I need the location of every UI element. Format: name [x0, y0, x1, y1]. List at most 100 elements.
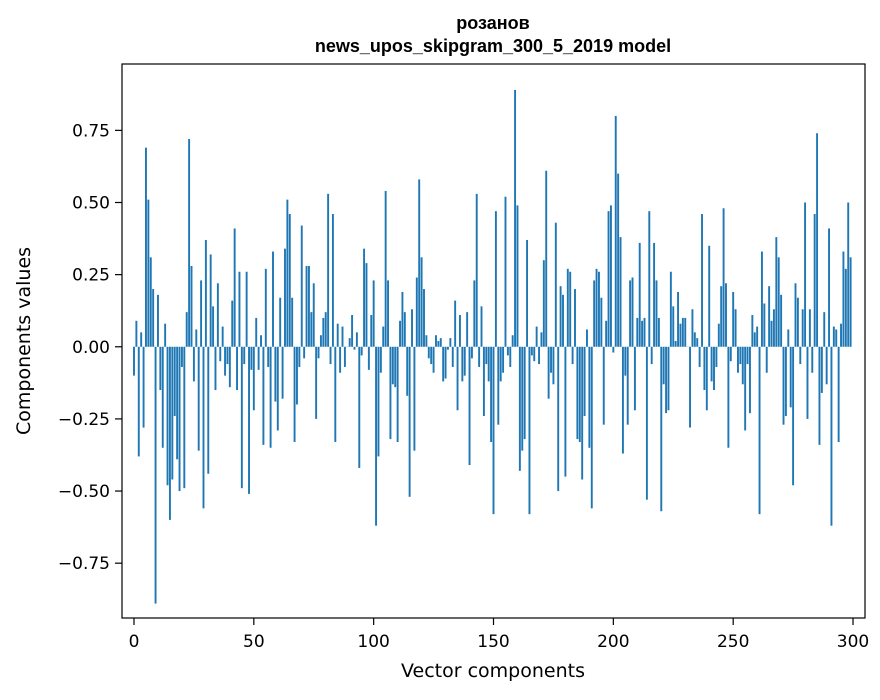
bar-component-38	[224, 347, 226, 376]
bar-component-23	[188, 139, 190, 347]
bar-component-201	[615, 116, 617, 347]
bar-component-265	[768, 286, 770, 347]
y-tick-label: 0.75	[72, 121, 110, 141]
bar-component-74	[310, 312, 312, 347]
bar-component-70	[301, 226, 303, 347]
bar-component-156	[507, 347, 509, 356]
bar-component-289	[826, 347, 828, 385]
bar-component-144	[478, 347, 480, 367]
bar-component-36	[219, 347, 221, 361]
bar-component-19	[179, 347, 181, 491]
bar-component-81	[327, 194, 329, 347]
bar-component-171	[543, 260, 545, 347]
bar-component-191	[591, 347, 593, 509]
bar-component-32	[210, 254, 212, 346]
bar-component-179	[562, 295, 564, 347]
bar-component-195	[600, 298, 602, 347]
bar-component-3	[140, 332, 142, 346]
bar-component-287	[821, 347, 823, 393]
bar-component-278	[799, 347, 801, 364]
bar-component-8	[152, 289, 154, 347]
bar-component-48	[248, 347, 250, 494]
bar-component-239	[706, 347, 708, 410]
bar-component-2	[138, 347, 140, 457]
bar-component-97	[366, 263, 368, 347]
bar-component-107	[389, 347, 391, 439]
bar-component-31	[207, 347, 209, 474]
bar-component-11	[159, 347, 161, 390]
bar-component-284	[814, 214, 816, 347]
bar-component-193	[596, 269, 598, 347]
bar-component-102	[377, 347, 379, 457]
bar-component-67	[294, 347, 296, 442]
bar-component-142	[473, 280, 475, 346]
bar-component-224	[670, 272, 672, 347]
bar-component-210	[636, 318, 638, 347]
bar-component-154	[502, 347, 504, 373]
bar-component-213	[644, 318, 646, 347]
bar-component-82	[330, 347, 332, 364]
bar-component-218	[656, 280, 658, 346]
bar-component-120	[421, 257, 423, 346]
bar-component-214	[646, 347, 648, 500]
bar-component-164	[526, 240, 528, 347]
bar-component-86	[339, 347, 341, 373]
bar-component-66	[291, 298, 293, 347]
y-tick-label: 0.00	[72, 338, 110, 358]
bar-component-22	[186, 312, 188, 347]
bar-component-238	[703, 347, 705, 390]
bar-component-28	[200, 280, 202, 346]
bar-component-117	[413, 347, 415, 451]
bar-component-21	[183, 347, 185, 488]
bar-component-47	[246, 272, 248, 347]
bar-component-197	[605, 321, 607, 347]
bar-component-290	[828, 228, 830, 346]
bar-component-69	[298, 347, 300, 367]
y-axis-label: Components values	[13, 247, 35, 435]
bar-component-129	[442, 347, 444, 382]
bar-component-225	[672, 306, 674, 346]
bar-component-104	[382, 327, 384, 347]
bar-component-260	[756, 327, 758, 347]
bar-component-42	[234, 228, 236, 346]
bar-component-133	[452, 347, 454, 367]
bar-component-227	[677, 292, 679, 347]
bar-component-134	[454, 301, 456, 347]
bar-component-101	[375, 347, 377, 526]
bar-component-4	[143, 347, 145, 428]
bar-component-88	[344, 347, 346, 367]
bar-component-63	[284, 249, 286, 347]
bar-component-280	[804, 203, 806, 347]
bar-component-55	[265, 269, 267, 347]
bar-component-215	[648, 211, 650, 347]
bar-component-119	[418, 179, 420, 346]
bar-component-250	[732, 292, 734, 347]
bar-component-169	[538, 347, 540, 364]
bar-component-262	[761, 252, 763, 347]
bar-component-96	[363, 249, 365, 347]
bar-component-160	[517, 205, 519, 346]
bar-component-100	[373, 280, 375, 346]
bar-component-135	[457, 347, 459, 410]
bar-component-150	[493, 347, 495, 514]
bar-component-219	[658, 318, 660, 347]
bar-component-279	[802, 309, 804, 347]
bar-component-106	[387, 280, 389, 346]
bar-component-146	[483, 347, 485, 416]
bar-component-200	[612, 347, 614, 353]
bar-component-246	[723, 208, 725, 346]
bar-component-99	[370, 315, 372, 347]
bar-component-230	[684, 318, 686, 347]
bar-component-29	[203, 347, 205, 509]
bar-component-189	[586, 329, 588, 346]
bar-component-50	[253, 347, 255, 410]
bar-component-136	[459, 315, 461, 347]
bar-component-194	[598, 272, 600, 347]
bar-component-57	[270, 347, 272, 448]
bar-component-202	[617, 174, 619, 347]
bar-component-178	[560, 286, 562, 347]
bar-component-207	[629, 280, 631, 346]
bar-component-158	[512, 335, 514, 347]
